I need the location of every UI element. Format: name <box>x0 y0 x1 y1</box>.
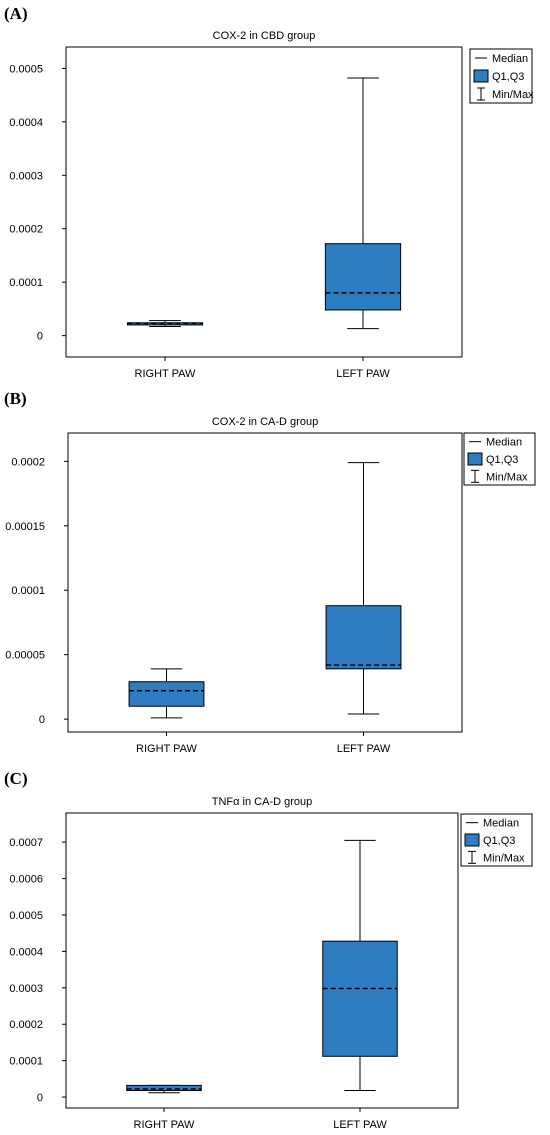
legend-quartile-label: Q1,Q3 <box>486 454 518 466</box>
y-tick-label: 0.0005 <box>9 910 43 922</box>
panel-label: (B) <box>4 389 27 408</box>
legend-minmax-label: Min/Max <box>492 89 534 101</box>
legend-quartile-label: Q1,Q3 <box>492 71 524 83</box>
legend-minmax-label: Min/Max <box>486 471 528 483</box>
y-tick-label: 0.00015 <box>5 521 45 533</box>
y-tick-label: 0.0003 <box>9 170 43 182</box>
y-tick-label: 0.0002 <box>9 224 43 236</box>
plot-frame <box>65 46 463 358</box>
legend-median-label: Median <box>486 437 522 449</box>
panel-a: (A) COX-2 in CBD group 0 0.0001 0.0002 0.000… <box>0 0 550 380</box>
y-tick-label: 0.0003 <box>9 983 43 995</box>
x-tick-label: LEFT PAW <box>336 368 390 380</box>
box-plot-chart: TNFα in CA-D group 0 0.0001 0.0002 0.0003 0.0… <box>9 796 533 1131</box>
chart-title: COX-2 in CBD group <box>213 30 316 42</box>
plot-frame <box>67 432 463 733</box>
x-tick-label: RIGHT PAW <box>134 1119 196 1131</box>
x-tick-label: RIGHT PAW <box>135 368 197 380</box>
y-tick-label: 0.00005 <box>5 650 45 662</box>
chart-title: COX-2 in CA-D group <box>212 416 318 428</box>
y-tick-label: 0.0002 <box>9 1019 43 1031</box>
x-tick-label: RIGHT PAW <box>136 743 198 755</box>
y-tick-label: 0.0006 <box>9 874 43 886</box>
box-plot-chart: COX-2 in CBD group 0 0.0001 0.0002 0.0003 0.0… <box>9 30 534 380</box>
iqr-box <box>322 940 398 1057</box>
y-tick-label: 0 <box>37 1092 43 1104</box>
chart-title: TNFα in CA-D group <box>212 796 313 808</box>
legend-minmax-label: Min/Max <box>483 852 525 864</box>
y-tick-label: 0.0005 <box>9 63 43 75</box>
y-tick-label: 0 <box>39 714 45 726</box>
y-tick-label: 0.0001 <box>9 277 43 289</box>
legend-box-swatch <box>467 452 483 466</box>
y-tick-label: 0.0001 <box>11 585 45 597</box>
panel-label: (C) <box>4 769 28 788</box>
y-tick-label: 0.0004 <box>9 117 43 129</box>
box-plot-chart: COX-2 in CA-D group 0 0.00005 0.0001 0.00015… <box>5 416 536 755</box>
legend-median-label: Median <box>492 53 528 65</box>
legend-quartile-label: Q1,Q3 <box>483 835 515 847</box>
x-tick-label: LEFT PAW <box>333 1119 387 1131</box>
plot-frame <box>65 812 459 1109</box>
panel-label: (A) <box>4 4 28 23</box>
x-tick-label: LEFT PAW <box>337 743 391 755</box>
legend-box-swatch <box>473 69 489 83</box>
legend-box-swatch <box>464 833 480 847</box>
y-tick-label: 0 <box>37 331 43 343</box>
panel-c: (C) TNFα in CA-D group 0 0.0001 0.0002 0.000… <box>0 765 550 1135</box>
y-tick-label: 0.0007 <box>9 837 43 849</box>
y-tick-label: 0.0004 <box>9 946 43 958</box>
iqr-box <box>324 243 402 311</box>
iqr-box <box>128 681 205 707</box>
y-tick-label: 0.0002 <box>11 456 45 468</box>
iqr-box <box>325 605 402 670</box>
panel-b: (B) COX-2 in CA-D group 0 0.00005 0.0001 0.0… <box>0 385 550 765</box>
iqr-box <box>126 1084 202 1092</box>
legend-median-label: Median <box>483 818 519 830</box>
y-tick-label: 0.0001 <box>9 1056 43 1068</box>
